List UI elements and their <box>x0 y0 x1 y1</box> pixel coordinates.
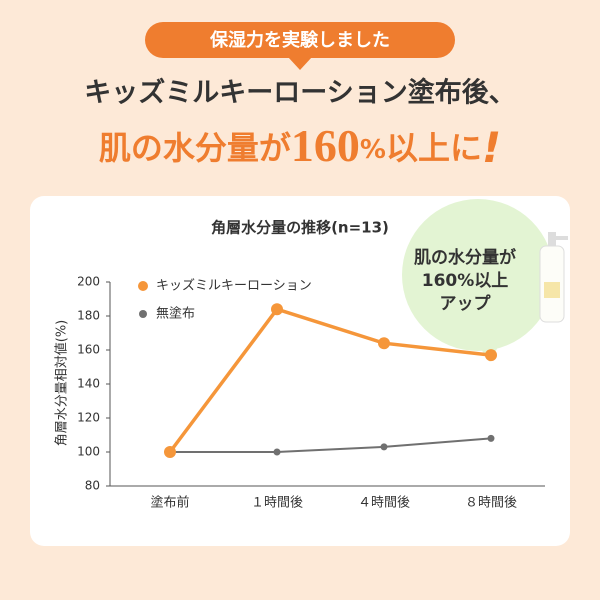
result-unit: % <box>360 135 386 165</box>
result-mark: ! <box>482 123 501 172</box>
y-tick-label: 140 <box>77 377 100 391</box>
series-line <box>168 307 492 454</box>
headline: キッズミルキーローション塗布後、 <box>84 77 515 109</box>
x-tick-label: ４時間後 <box>358 496 410 511</box>
data-point <box>164 446 176 458</box>
x-tick-label: 塗布前 <box>150 495 189 511</box>
chart-title: 角層水分量の推移(n=13) <box>211 219 389 237</box>
result-part: 以上に <box>386 129 482 167</box>
data-point <box>485 349 497 362</box>
y-axis-label: 角層水分量相対値(%) <box>54 320 70 447</box>
callout-text: アップ <box>440 293 492 314</box>
legend-label: キッズミルキーローション <box>156 278 312 294</box>
headline-result: 肌の水分量が160%以上に! <box>99 120 501 172</box>
data-point <box>487 434 495 442</box>
series-line <box>170 437 492 453</box>
data-point <box>378 337 390 350</box>
result-number: 160 <box>291 120 360 171</box>
badge <box>145 22 455 58</box>
y-tick-label: 200 <box>77 275 100 289</box>
data-point <box>380 443 388 451</box>
x-tick-label: １時間後 <box>251 496 303 511</box>
callout-bubble <box>402 199 554 351</box>
result-part: 肌の水分量が <box>99 129 291 167</box>
callout-text: 肌の水分量が <box>414 247 516 268</box>
badge-text: 保湿力を実験しました <box>209 29 390 51</box>
y-tick-label: 100 <box>77 445 100 459</box>
y-tick-label: 120 <box>77 411 100 425</box>
y-tick-label: 80 <box>85 479 100 493</box>
legend-label: 無塗布 <box>156 306 195 322</box>
y-tick-label: 160 <box>77 343 100 357</box>
callout-text: 160%以上 <box>422 271 509 291</box>
x-tick-label: ８時間後 <box>465 496 517 511</box>
y-tick-label: 180 <box>77 309 100 323</box>
data-point <box>271 303 283 316</box>
badge-pointer <box>288 57 312 70</box>
legend-marker <box>138 281 148 291</box>
legend-marker <box>139 310 147 318</box>
product-bottle <box>539 232 568 323</box>
data-point <box>273 448 281 456</box>
